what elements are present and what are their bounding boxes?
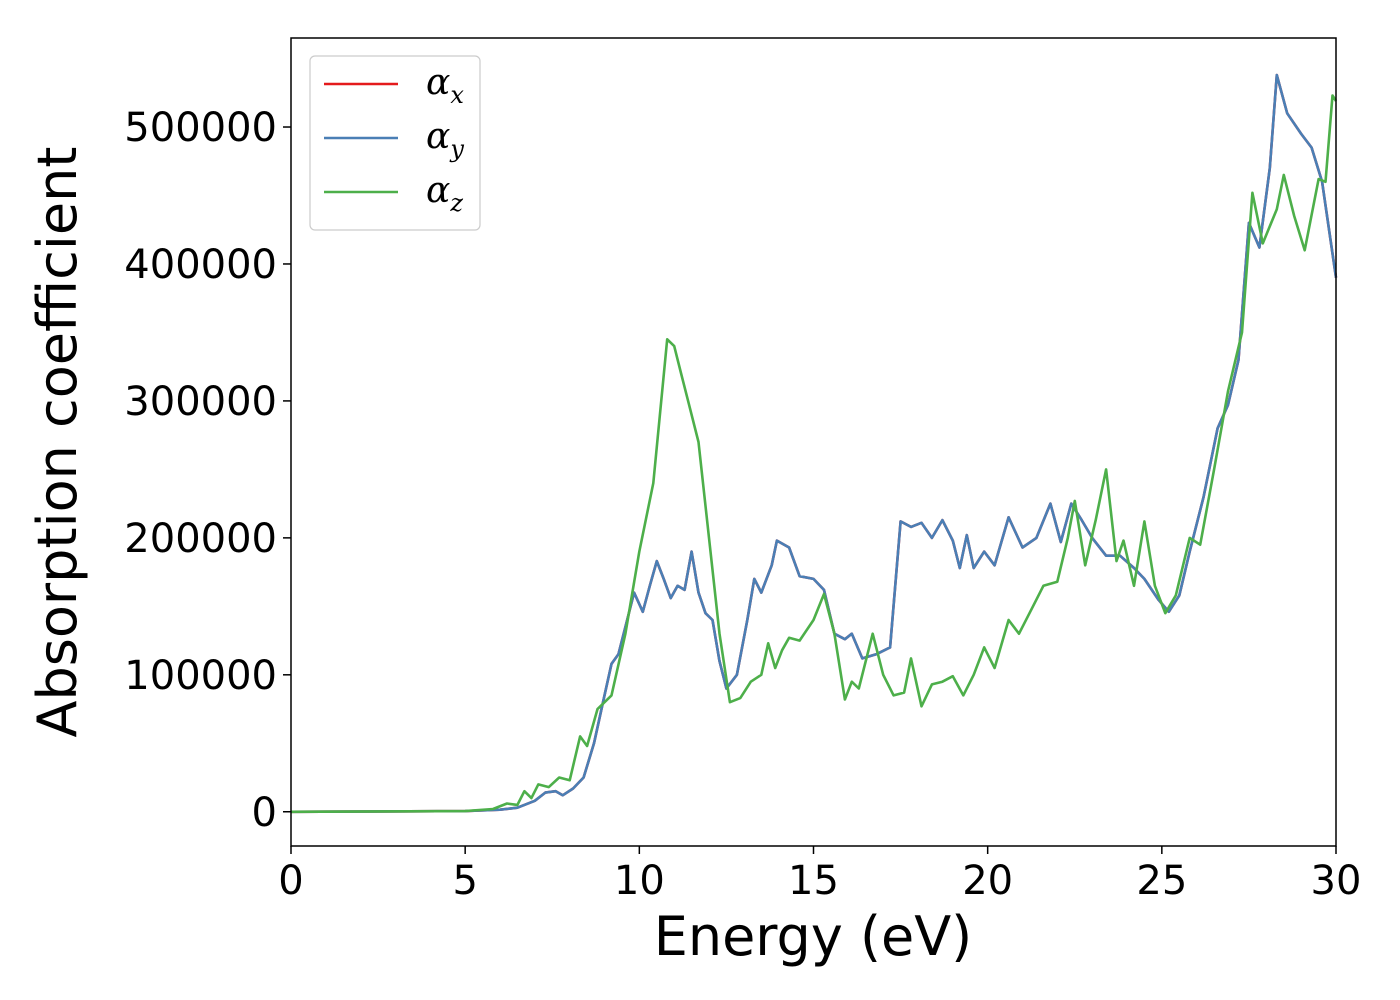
y-tick-label: 100000 bbox=[124, 653, 277, 699]
ticks-layer: 0 5 10 15 20 25 30 0 100000 200000 300000 400000 500… bbox=[124, 105, 1361, 904]
y-tick-label: 400000 bbox=[124, 242, 277, 288]
legend-box bbox=[309, 55, 481, 231]
legend-entry-y: αy bbox=[426, 116, 464, 163]
x-tick-label: 30 bbox=[1311, 858, 1362, 904]
x-tick-label: 25 bbox=[1136, 858, 1187, 904]
x-tick-label: 10 bbox=[614, 858, 665, 904]
legend-entry-x: αx bbox=[426, 62, 464, 109]
y-tick-label: 300000 bbox=[124, 379, 277, 425]
x-tick-label: 5 bbox=[452, 858, 477, 904]
x-tick-label: 15 bbox=[788, 858, 839, 904]
legend: αx αy αz bbox=[309, 55, 481, 231]
y-tick-label: 500000 bbox=[124, 105, 277, 151]
series-layer bbox=[290, 73, 1338, 814]
x-tick-label: 0 bbox=[278, 858, 303, 904]
series-line-z bbox=[290, 94, 1338, 814]
y-tick-label: 0 bbox=[252, 790, 277, 836]
legend-entry-z: αz bbox=[426, 170, 463, 217]
y-axis-title: Absorption coefficient bbox=[26, 147, 89, 738]
y-tick-label: 200000 bbox=[124, 516, 277, 562]
x-axis-title: Energy (eV) bbox=[654, 905, 973, 968]
x-tick-label: 20 bbox=[962, 858, 1013, 904]
